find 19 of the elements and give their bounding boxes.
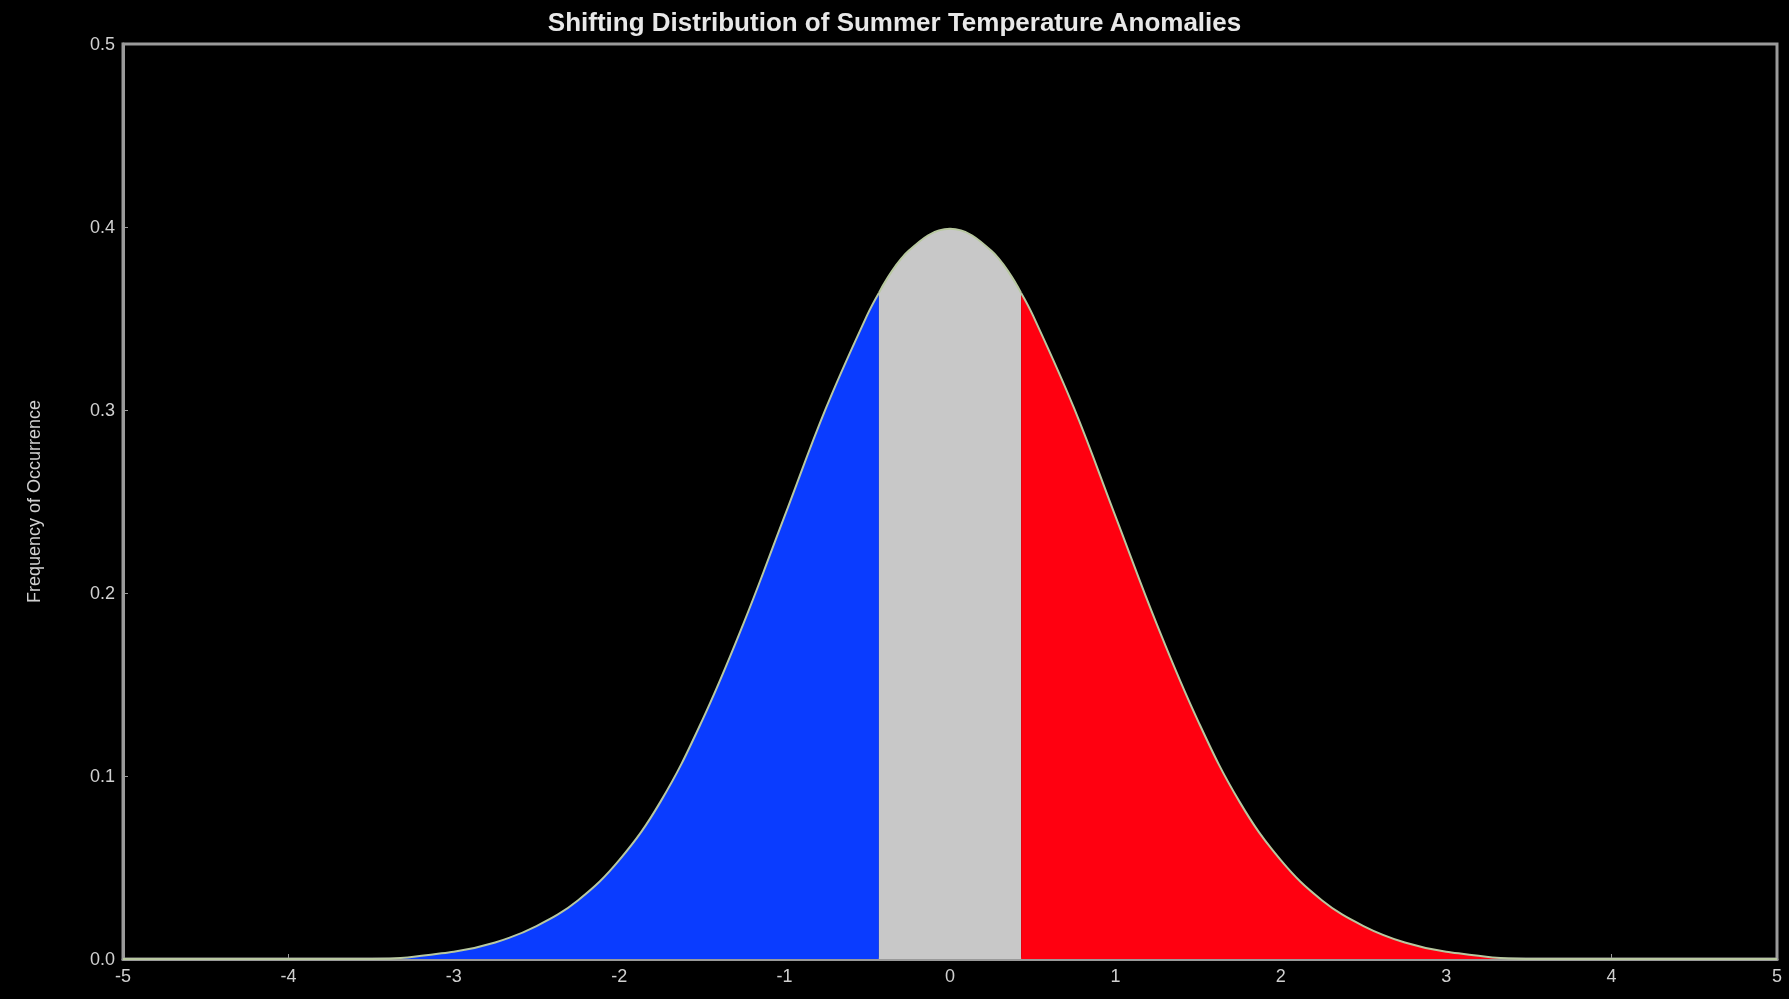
x-tick-label: 5 bbox=[1771, 966, 1783, 986]
chart-title: Shifting Distribution of Summer Temperature Anomalies bbox=[547, 7, 1242, 37]
x-tick-label: 1 bbox=[1110, 966, 1121, 986]
x-tick-label: -4 bbox=[280, 966, 297, 986]
y-tick-label: 0.4 bbox=[89, 217, 115, 237]
x-tick-label: -5 bbox=[114, 966, 132, 986]
y-tick-label: 0.3 bbox=[89, 400, 115, 420]
x-tick-label: 3 bbox=[1441, 966, 1452, 986]
x-tick-label: -1 bbox=[776, 966, 793, 986]
x-tick-label: 4 bbox=[1606, 966, 1617, 986]
y-tick-label: 0.1 bbox=[89, 766, 115, 786]
x-tick-label: -3 bbox=[445, 966, 462, 986]
y-tick-label: 0.5 bbox=[89, 34, 115, 54]
y-axis-title: Frequency of Occurrence bbox=[24, 399, 44, 604]
x-tick-label: 0 bbox=[944, 966, 956, 986]
y-tick-label: 0.2 bbox=[89, 583, 115, 603]
x-tick-label: -2 bbox=[611, 966, 628, 986]
y-tick-label: 0.0 bbox=[89, 949, 115, 969]
x-tick-label: 2 bbox=[1275, 966, 1286, 986]
